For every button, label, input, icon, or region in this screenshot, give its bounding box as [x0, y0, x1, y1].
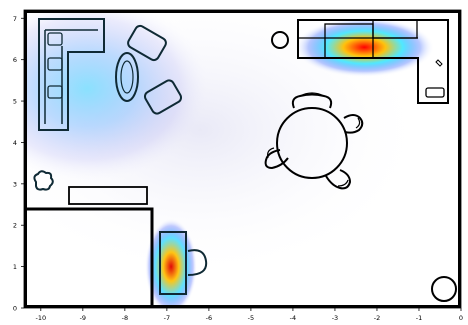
hallway-furniture: [159, 231, 457, 302]
heat-layer: [24, 10, 435, 308]
stove: [372, 19, 418, 39]
living-room-furniture: [33, 18, 183, 205]
x-tick-label: -9: [80, 314, 86, 322]
x-tick-label: -10: [35, 314, 46, 322]
dining-chair-left: [264, 147, 289, 170]
kitchen-counter: [297, 19, 449, 104]
x-tick-label: 0: [459, 314, 463, 322]
y-tick-label: 7: [13, 15, 17, 23]
round-stool: [271, 31, 289, 49]
heat-spot-living-room-sofa: [24, 10, 212, 184]
interior-wall: [25, 207, 154, 306]
y-tick-label: 2: [13, 222, 17, 230]
y-tick-label: 1: [13, 263, 17, 271]
x-tick-label: -4: [290, 314, 296, 322]
dining-chair-right: [343, 114, 364, 134]
armchair-bottom: [143, 79, 183, 115]
x-tick-label: -6: [206, 314, 212, 322]
heat-spot-hallway-desk: [145, 218, 198, 308]
walls: [24, 10, 461, 308]
bench: [68, 186, 148, 205]
x-tick-label: -8: [122, 314, 128, 322]
sofa-pillow: [47, 57, 63, 71]
plant: [33, 170, 54, 191]
round-rug: [431, 276, 457, 302]
sofa-pillow: [47, 85, 63, 99]
x-tick-label: -2: [374, 314, 380, 322]
outer-wall: [24, 10, 461, 308]
cutting-board: [425, 87, 445, 98]
x-tick-label: -3: [332, 314, 338, 322]
sofa: [38, 18, 105, 131]
y-tick-label: 0: [13, 305, 17, 313]
x-tick-label: -7: [164, 314, 170, 322]
dining-chair-top: [291, 92, 333, 109]
x-tick-label: -1: [416, 314, 422, 322]
dining-set: [264, 92, 364, 190]
heat-spot-kitchen-counter: [294, 17, 435, 78]
sink: [324, 23, 374, 59]
hallway-chair: [187, 249, 208, 276]
kitchen-furniture: [271, 19, 449, 104]
hallway-desk: [159, 231, 187, 295]
x-tick-label: -5: [248, 314, 254, 322]
coffee-table: [115, 52, 139, 102]
utensil: [435, 59, 443, 67]
y-tick-label: 4: [13, 139, 17, 147]
y-tick-label: 5: [13, 98, 17, 106]
dining-chair-bottom: [325, 169, 352, 190]
y-tick-label: 6: [13, 56, 17, 64]
armchair-top: [127, 24, 167, 62]
y-tick-label: 3: [13, 180, 17, 188]
dining-table: [276, 107, 348, 179]
coffee-table-top: [120, 60, 134, 94]
sofa-pillow: [47, 32, 63, 46]
